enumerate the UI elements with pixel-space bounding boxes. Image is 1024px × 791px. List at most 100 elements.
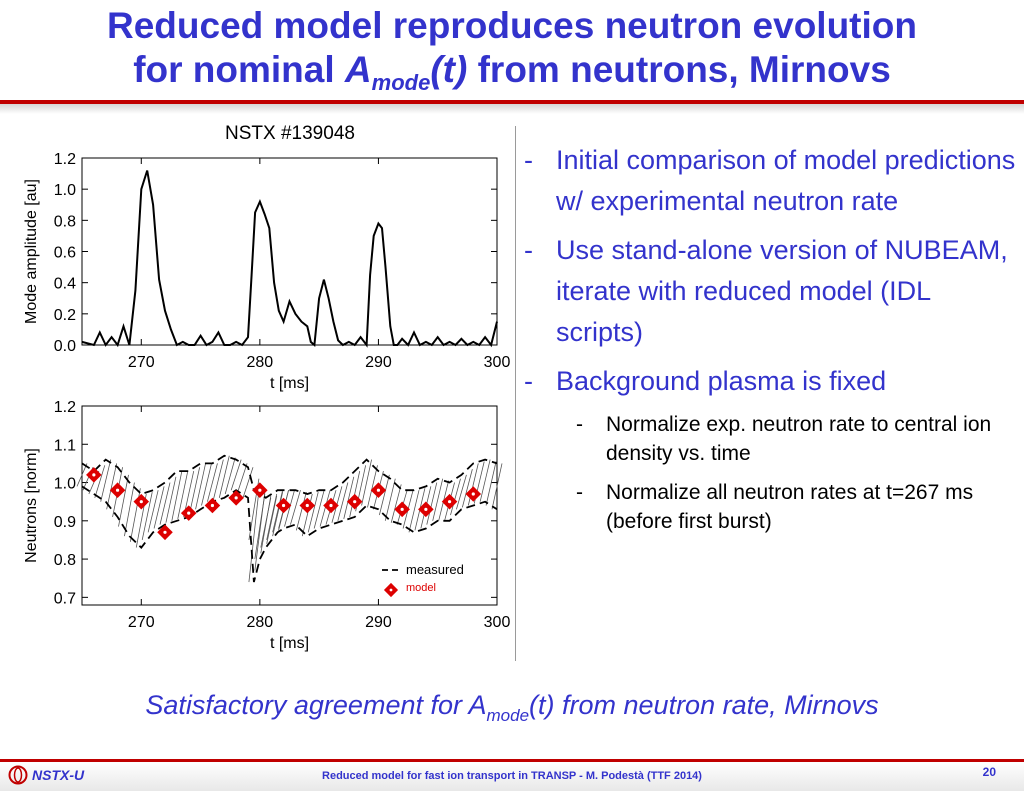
measured-hatch: [254, 493, 266, 560]
measured-hatch: [94, 465, 106, 498]
title-divider-shadow: [0, 104, 1024, 114]
plot-frame: [81, 157, 498, 346]
measured-hatch: [301, 493, 313, 537]
model-point-center: [187, 511, 191, 515]
measured-hatch: [290, 490, 301, 525]
measured-hatch: [456, 474, 467, 510]
measured-hatch: [218, 455, 230, 498]
model-point-center: [210, 503, 215, 508]
measured-hatch: [171, 470, 183, 521]
legend-measured-label: measured: [406, 562, 464, 577]
measured-hatch: [212, 459, 224, 500]
measured-hatch: [367, 465, 378, 508]
measured-hatch: [378, 474, 390, 516]
model-point-center: [376, 488, 381, 492]
title-line-2: for nominal Amode(t) from neutrons, Mirn…: [133, 49, 891, 95]
model-point-center: [281, 503, 286, 508]
logo-text: NSTX-U: [32, 767, 85, 783]
neutron-rate-chart: 0.7 0.8 0.9 1.0 1.1 1.2 270 280 290 300 t [ms] Neut…: [23, 399, 511, 652]
measured-hatch: [479, 459, 491, 502]
measured-hatch: [124, 482, 135, 537]
measured-hatch: [260, 497, 272, 548]
measured-hatch: [361, 459, 372, 506]
y-tick-label: 0.7: [54, 590, 76, 607]
measured-hatch: [207, 463, 218, 502]
nstx-u-logo: NSTX-U: [8, 764, 84, 786]
measured-hatch: [272, 492, 284, 537]
mode-amplitude-line: [81, 170, 498, 348]
measured-hatch: [248, 490, 260, 583]
x-axis-label: t [ms]: [270, 635, 309, 652]
measured-hatch: [118, 474, 129, 527]
y-tick-label: 1.2: [54, 399, 76, 416]
bullet-list: - Initial comparison of model predictions…: [520, 140, 1020, 546]
y-axis-label: Neutrons [norm]: [23, 448, 40, 563]
footer-divider: [0, 759, 1024, 762]
x-tick-label: 280: [247, 614, 274, 631]
measured-hatch: [426, 482, 438, 525]
nstx-logo-icon: [8, 765, 28, 785]
measured-hatch: [390, 484, 402, 523]
measured-hatch: [337, 482, 349, 521]
model-point-center: [424, 507, 428, 511]
model-point-center: [400, 507, 404, 511]
y-tick-label: 1.0: [54, 182, 76, 199]
measured-hatch: [195, 463, 206, 510]
chart-title: NSTX #139048: [225, 123, 355, 144]
y-tick-label: 1.1: [54, 437, 76, 454]
measured-hatch: [230, 459, 242, 491]
x-tick-label: 290: [365, 354, 392, 371]
measured-hatch: [313, 490, 325, 529]
bullet-item: - Use stand-alone version of NUBEAM, iter…: [524, 235, 1008, 347]
sub-bullet-item: - Normalize exp. neutron rate to central …: [576, 413, 992, 465]
x-axis-label: t [ms]: [270, 375, 309, 392]
measured-hatch: [491, 463, 503, 510]
sub-bullet-item: - Normalize all neutron rates at t=267 ms…: [576, 481, 974, 533]
measured-hatch: [106, 463, 118, 510]
y-tick-label: 1.2: [54, 151, 76, 168]
footer-bar: [0, 762, 1024, 791]
measured-hatch: [384, 478, 396, 521]
measured-hatch: [266, 493, 278, 541]
measured-hatch: [432, 478, 444, 521]
slide-title: Reduced model reproduces neutron evoluti…: [0, 4, 1024, 105]
y-tick-label: 0.9: [54, 514, 76, 531]
legend-model-label: model: [406, 582, 436, 594]
measured-hatch: [165, 476, 177, 523]
legend-box: [388, 560, 480, 596]
measured-hatch: [236, 463, 248, 495]
model-point-center: [447, 500, 452, 504]
title-line-1: Reduced model reproduces neutron evoluti…: [107, 5, 917, 46]
measured-hatch: [485, 461, 497, 506]
model-point-center: [139, 500, 143, 504]
measured-hatch: [177, 470, 189, 519]
model-point-center: [258, 488, 262, 492]
measured-hatch: [141, 492, 153, 541]
measured-hatch: [408, 490, 420, 533]
measured-lower-line: [81, 485, 498, 583]
x-tick-label: 300: [484, 354, 511, 371]
measured-hatch: [100, 459, 112, 502]
model-point-center: [353, 500, 357, 504]
model-point-center: [92, 473, 96, 477]
x-tick-label: 280: [247, 354, 274, 371]
x-tick-label: 300: [484, 614, 511, 631]
title-divider: [0, 100, 1024, 104]
measured-hatch: [284, 490, 295, 527]
legend-model-swatch-center: [389, 588, 393, 592]
measured-hatch: [201, 463, 212, 506]
model-point-center: [234, 496, 238, 500]
measured-hatch: [224, 457, 236, 495]
measured-hatch: [343, 476, 355, 519]
measured-hatch: [76, 463, 88, 487]
conclusion-statement: Satisfactory agreement for Amode(t) from…: [145, 690, 879, 725]
measured-hatch: [189, 467, 201, 514]
measured-hatch: [159, 482, 171, 525]
measured-hatch: [272, 490, 284, 533]
measured-hatch: [242, 467, 254, 498]
column-divider: [515, 126, 516, 661]
y-tick-label: 0.4: [54, 276, 76, 293]
y-tick-label: 0.8: [54, 213, 76, 230]
y-axis-label: Mode amplitude [au]: [23, 179, 40, 324]
x-tick-label: 290: [365, 614, 392, 631]
